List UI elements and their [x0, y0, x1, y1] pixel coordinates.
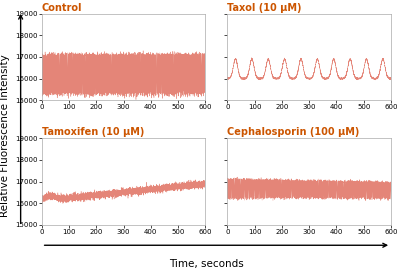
Text: Cephalosporin (100 μM): Cephalosporin (100 μM) — [227, 127, 360, 137]
Text: Relative Fluorescence Intensity: Relative Fluorescence Intensity — [0, 54, 10, 217]
Text: Taxol (10 μM): Taxol (10 μM) — [227, 3, 302, 13]
Text: Time, seconds: Time, seconds — [169, 259, 244, 269]
Text: Tamoxifen (10 μM): Tamoxifen (10 μM) — [42, 127, 144, 137]
Text: Control: Control — [42, 3, 82, 13]
